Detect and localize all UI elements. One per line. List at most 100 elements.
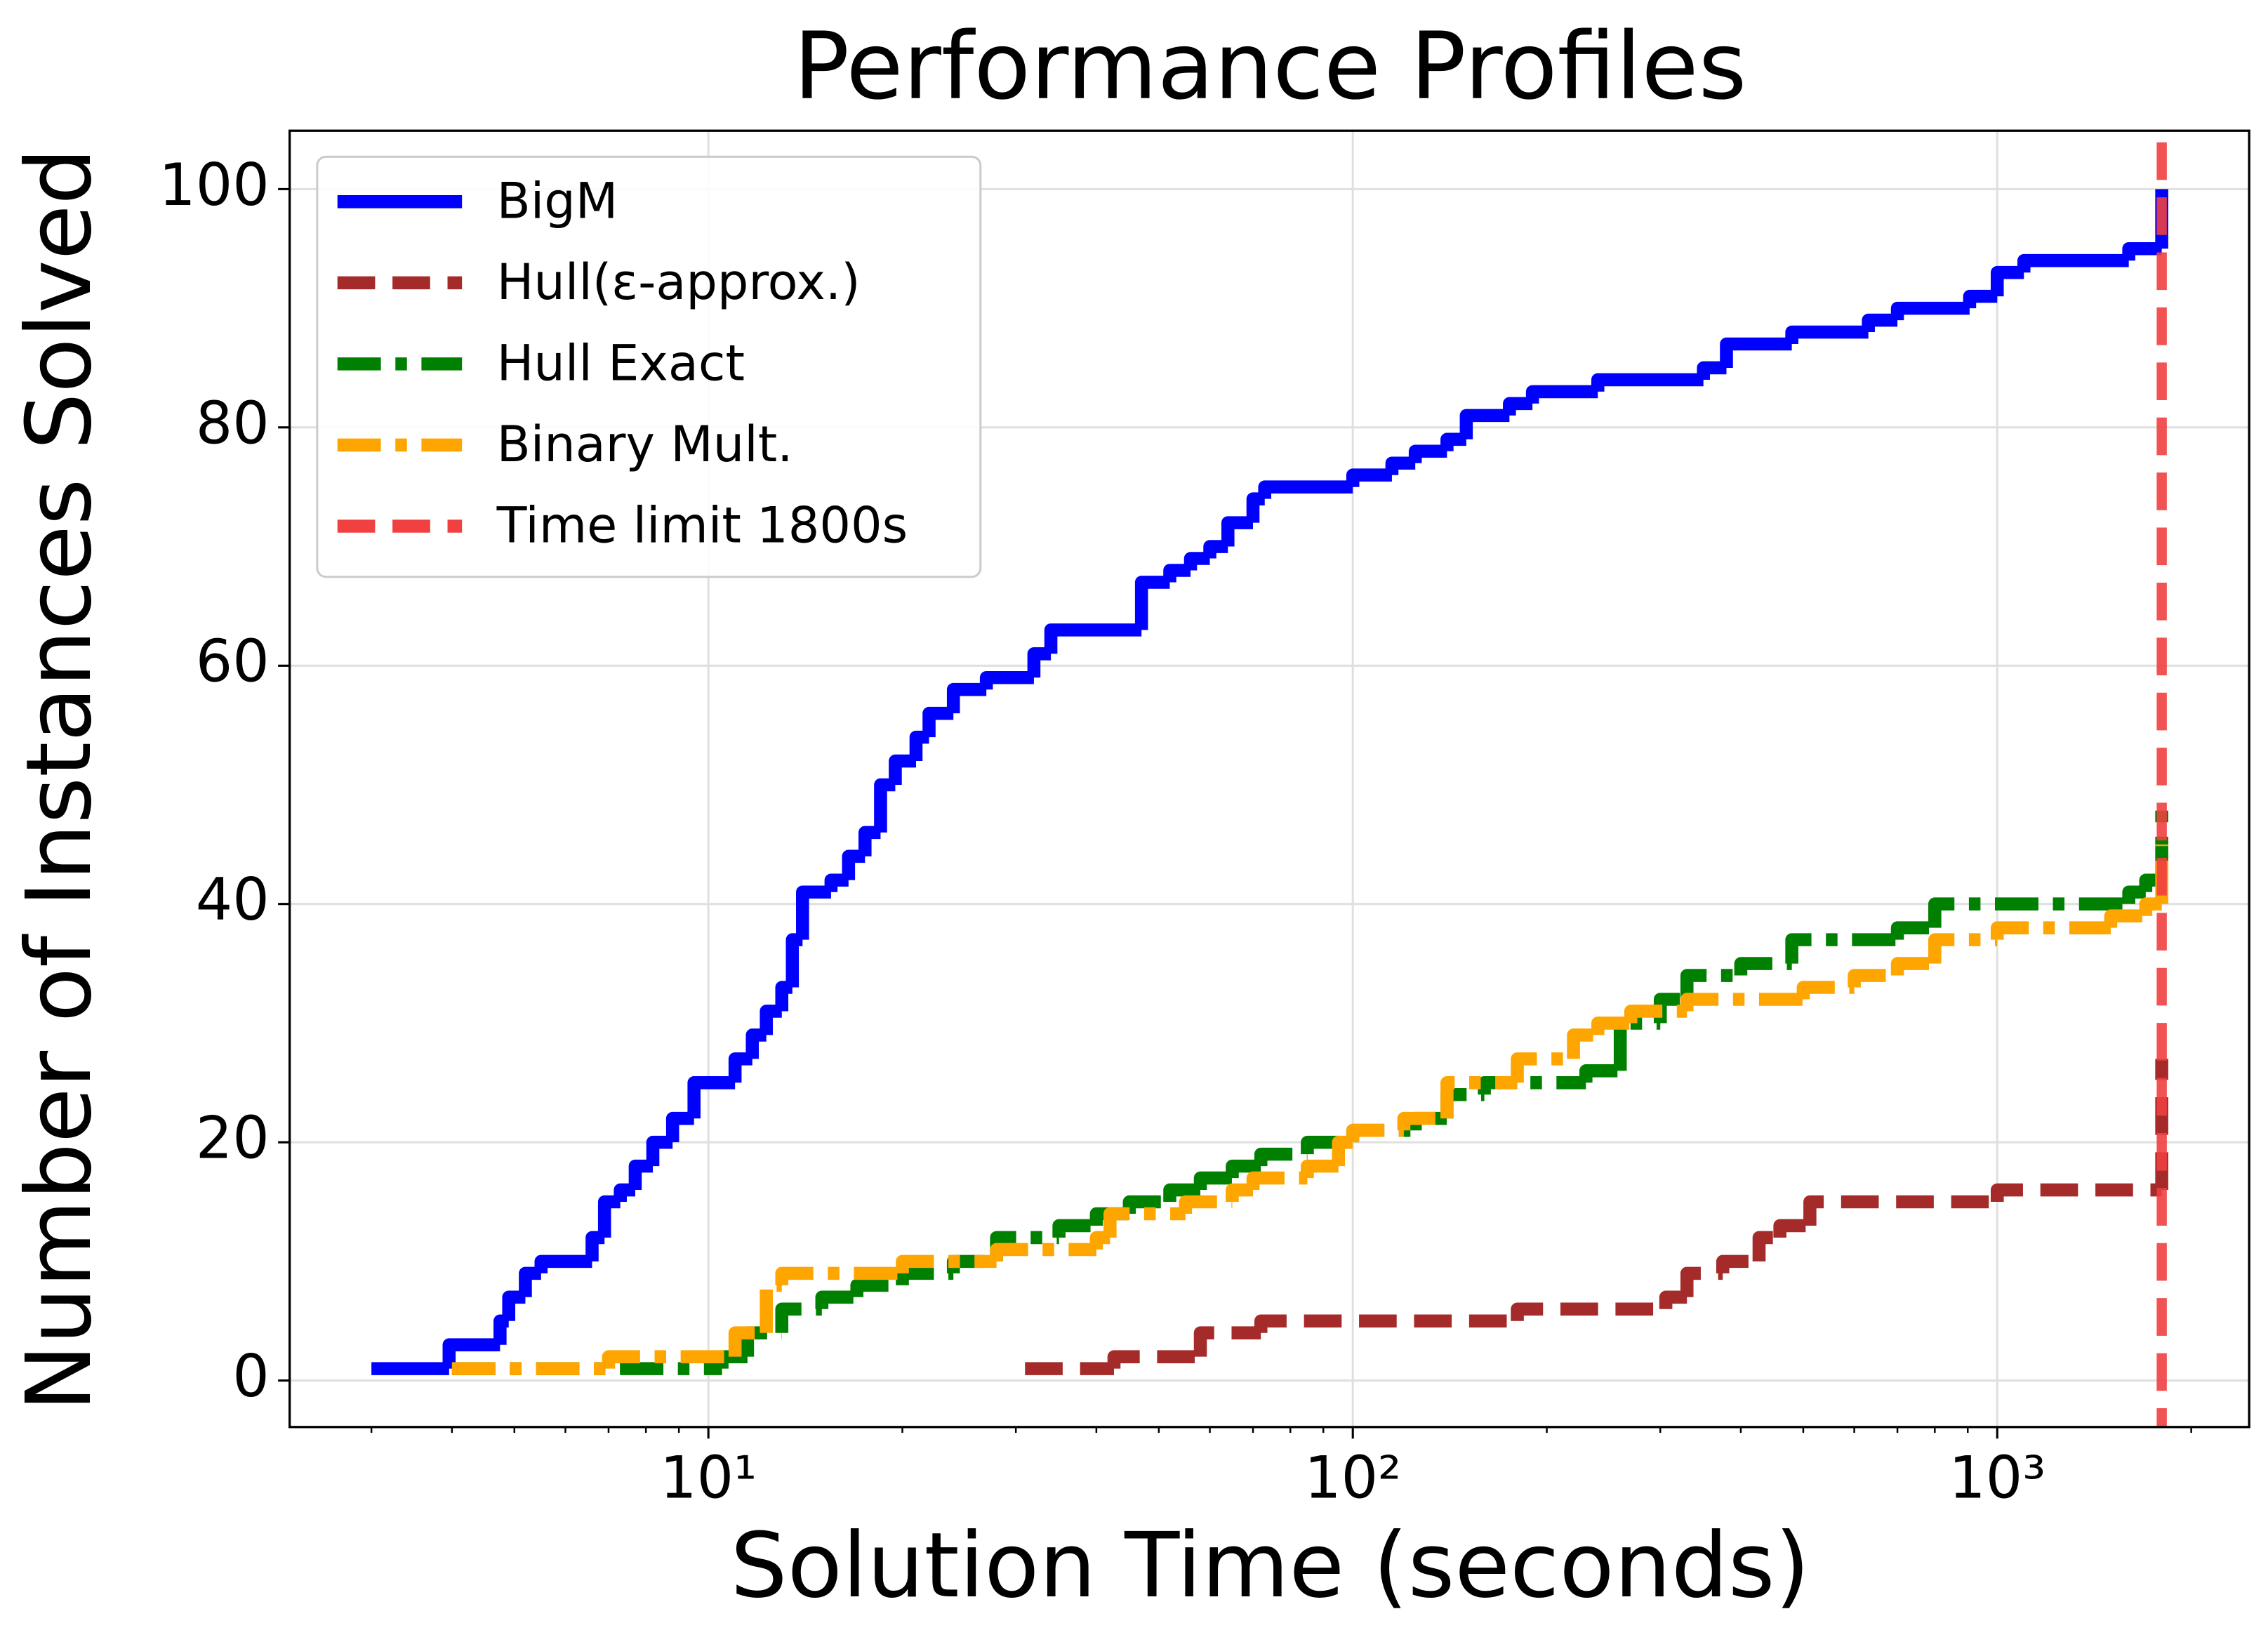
- step-segment: [602, 1350, 736, 1369]
- step-segment: [1624, 1005, 1687, 1024]
- step-segment: [1613, 1016, 1661, 1071]
- step-segment: [896, 1254, 997, 1273]
- legend-label: BigM: [497, 172, 618, 230]
- step-segment: [597, 1195, 621, 1238]
- step-segment: [1107, 1350, 1201, 1369]
- step-segment: [2017, 253, 2129, 273]
- step-segment: [534, 1254, 592, 1273]
- step-segment: [1301, 1159, 1339, 1179]
- legend-label: Hull Exact: [497, 335, 745, 392]
- step-segment: [1246, 492, 1265, 523]
- y-axis-label: Number of Instances Solved: [7, 147, 112, 1411]
- plot-area: [371, 142, 2168, 1427]
- step-segment: [1796, 981, 1855, 1000]
- step-segment: [1089, 1231, 1110, 1250]
- step-segment: [1734, 957, 1792, 976]
- axes: 0 20 40 60 80 100 10¹ 10² 10³: [159, 152, 2192, 1512]
- step-segment: [1052, 1219, 1096, 1238]
- step-segment: [1990, 921, 2111, 940]
- step-segment: [1803, 1195, 1998, 1226]
- step-segment: [1591, 373, 1704, 392]
- grid: [289, 131, 2250, 1427]
- chart-title: Performance Profiles: [793, 13, 1746, 121]
- step-segment: [1697, 361, 1727, 380]
- step-segment: [1890, 301, 1970, 321]
- legend-label: Binary Mult.: [497, 416, 793, 473]
- step-segment: [1163, 564, 1191, 583]
- legend-label: Time limit 1800s: [496, 497, 908, 555]
- step-segment: [1254, 1314, 1518, 1333]
- step-segment: [775, 981, 793, 1012]
- step-segment: [2122, 241, 2162, 261]
- step-segment: [775, 1302, 822, 1333]
- step-segment: [1785, 325, 1869, 345]
- x-tick-label: 10³: [1949, 1445, 2045, 1512]
- y-tick-label: 60: [196, 628, 270, 696]
- step-segment: [614, 1183, 635, 1203]
- step-segment: [1773, 1219, 1810, 1238]
- step-segment: [1440, 1076, 1518, 1119]
- step-segment: [1511, 1302, 1666, 1321]
- step-segment: [1567, 1028, 1598, 1059]
- step-segment: [1044, 623, 1142, 654]
- legend: BigM Hull(ε-approx.) Hull Exact Binary Mult…: [316, 155, 982, 578]
- y-tick-label: 40: [196, 866, 270, 934]
- step-segment: [1716, 1254, 1759, 1273]
- step-segment: [1346, 1123, 1404, 1143]
- y-tick-label: 100: [159, 152, 270, 219]
- step-segment: [1659, 1290, 1687, 1309]
- step-segment: [1680, 1266, 1723, 1297]
- step-segment: [1990, 1183, 2162, 1203]
- step-segment: [909, 730, 929, 762]
- step-segment: [1720, 337, 1792, 368]
- step-segment: [1928, 933, 1998, 964]
- step-segment: [687, 1076, 736, 1119]
- step-segment: [665, 1111, 694, 1143]
- step-segment: [1928, 897, 2129, 928]
- step-segment: [1459, 409, 1510, 439]
- step-segment: [815, 1290, 857, 1309]
- plot-frame: [288, 129, 2250, 1429]
- step-segment: [1385, 456, 1416, 475]
- step-segment: [646, 1135, 673, 1167]
- step-segment: [1503, 397, 1533, 416]
- x-axis-label: Solution Time (seconds): [730, 1514, 1810, 1618]
- step-segment: [1511, 1052, 1574, 1083]
- step-segment: [1963, 289, 1998, 309]
- step-segment: [585, 1231, 605, 1261]
- step-segment: [2104, 909, 2146, 928]
- step-segment: [1408, 444, 1447, 463]
- step-segment: [442, 1338, 500, 1369]
- step-segment: [824, 873, 849, 892]
- step-segment: [922, 706, 954, 738]
- step-segment: [1226, 1159, 1261, 1179]
- step-segment: [889, 754, 916, 785]
- step-segment: [1397, 1111, 1447, 1131]
- legend-label: Hull(ε-approx.): [497, 253, 861, 311]
- step-segment: [1027, 647, 1052, 678]
- step-segment: [1179, 1195, 1233, 1214]
- step-segment: [1226, 1183, 1254, 1203]
- legend-box: [316, 155, 982, 578]
- step-segment: [1163, 1183, 1201, 1203]
- step-segment: [1346, 468, 1392, 487]
- step-segment: [728, 1326, 767, 1357]
- step-segment: [1848, 969, 1898, 988]
- y-tick-label: 20: [196, 1105, 270, 1172]
- step-segment: [796, 885, 831, 940]
- step-segment: [1193, 1171, 1233, 1191]
- step-segment: [1785, 933, 1898, 964]
- y-tick-label: 80: [196, 390, 270, 457]
- step-segment: [1680, 993, 1803, 1012]
- step-segment: [1890, 957, 1935, 976]
- step-segment: [990, 1243, 1096, 1261]
- step-segment: [1525, 385, 1598, 404]
- step-segment: [1134, 576, 1170, 630]
- step-segment: [1752, 1231, 1780, 1261]
- series: [371, 189, 2168, 1375]
- step-segment: [1478, 1076, 1586, 1095]
- x-tick-label: 10²: [1304, 1445, 1401, 1512]
- step-segment: [946, 682, 987, 714]
